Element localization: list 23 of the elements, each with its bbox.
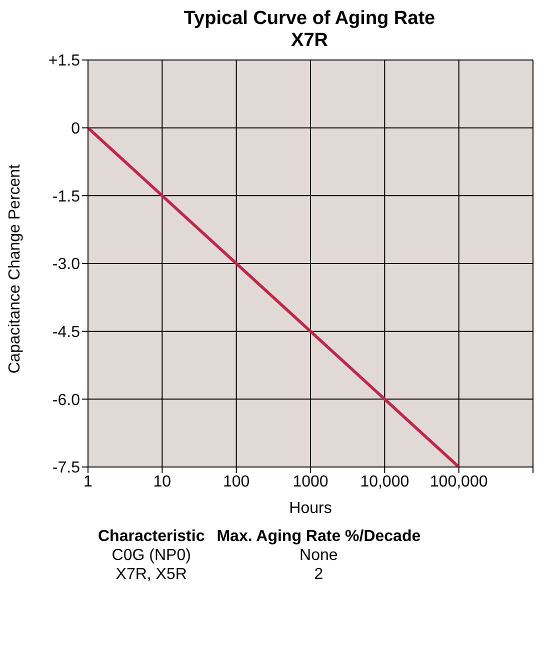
text: Characteristic: [98, 527, 206, 546]
text: 2: [313, 565, 324, 584]
x-tick-label: 1000: [292, 473, 328, 490]
text: C0G (NP0): [110, 546, 192, 565]
x-tick-label: 10,000: [360, 473, 410, 490]
y-axis-title: Capacitance Change Percent: [6, 164, 24, 374]
y-tick-label: -6.0: [52, 392, 80, 409]
y-tick-label: -3.0: [52, 256, 80, 274]
chart-subtitle: X7R: [290, 30, 329, 52]
y-tick-label: 0: [71, 120, 80, 138]
y-tick-label: -7.5: [52, 460, 80, 477]
y-tick-label: -4.5: [52, 324, 80, 342]
text: X7R, X5R: [114, 565, 188, 584]
x-tick-label: 100: [222, 473, 250, 490]
y-tick-label: +1.5: [48, 52, 80, 70]
text: None: [298, 546, 339, 565]
chart-title: Typical Curve of Aging Rate: [182, 8, 436, 30]
y-tick-label: -1.5: [52, 188, 80, 206]
text: Max. Aging Rate %/Decade: [216, 527, 421, 546]
x-axis-title: Hours: [289, 500, 332, 517]
x-tick-label: 10: [153, 473, 172, 490]
x-tick-label: 100,000: [430, 473, 488, 490]
x-tick-label: 1: [84, 473, 93, 490]
